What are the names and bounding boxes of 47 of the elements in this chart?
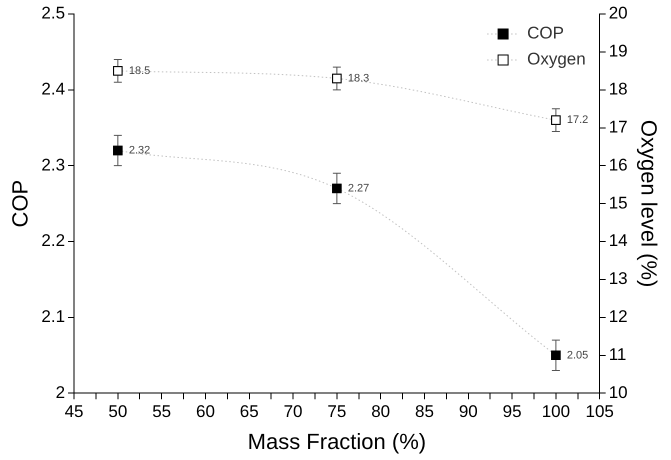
y2-axis-title: Oxygen level (%) — [636, 120, 662, 288]
x-tick-label: 85 — [415, 402, 434, 422]
y-tick-label: 2 — [56, 382, 66, 402]
y-tick-label: 2.4 — [41, 80, 66, 99]
x-axis-title: Mass Fraction (%) — [248, 428, 426, 454]
y-tick-label: 2.2 — [41, 231, 66, 250]
data-label: 2.05 — [566, 349, 588, 362]
y2-tick-label: 15 — [608, 193, 628, 212]
x-tick-label: 105 — [586, 402, 614, 422]
x-tick-label: 65 — [240, 402, 259, 422]
y2-tick-label: 13 — [608, 269, 628, 288]
x-tick-label: 70 — [284, 402, 303, 422]
y-tick-label: 2.1 — [41, 307, 66, 326]
y-tick-label: 2.5 — [41, 4, 66, 23]
x-tick-label: 45 — [64, 402, 84, 422]
x-tick-label: 50 — [108, 402, 128, 422]
point — [551, 115, 561, 125]
point — [332, 184, 342, 194]
x-tick-label: 60 — [196, 402, 215, 422]
data-label: 18.5 — [128, 64, 150, 77]
y2-tick-label: 20 — [608, 4, 628, 23]
x-tick-label: 100 — [542, 402, 570, 422]
x-tick-label: 95 — [502, 402, 522, 422]
y-tick-label: 2.3 — [41, 155, 66, 174]
x-tick-label: 55 — [152, 402, 172, 422]
y2-tick-label: 11 — [608, 344, 626, 364]
point — [113, 146, 123, 156]
y2-tick-label: 14 — [608, 231, 628, 250]
data-label: 2.27 — [348, 182, 370, 194]
x-tick-label: 90 — [458, 402, 478, 422]
y-axis-title: COP — [7, 180, 32, 228]
data-label: 17.2 — [566, 114, 588, 126]
y2-tick-label: 17 — [608, 117, 628, 136]
y2-tick-label: 19 — [608, 42, 628, 61]
data-label: 2.32 — [128, 144, 150, 157]
point — [332, 74, 342, 84]
y2-tick-label: 16 — [608, 155, 628, 174]
point — [551, 350, 561, 360]
x-tick-label: 75 — [327, 402, 346, 422]
legend-label: COP — [527, 24, 564, 43]
data-label: 18.3 — [348, 72, 370, 84]
legend-label: Oxygen — [527, 50, 586, 69]
y2-tick-label: 10 — [608, 382, 628, 402]
y2-tick-label: 18 — [608, 80, 628, 99]
point — [113, 66, 123, 76]
y2-tick-label: 12 — [608, 307, 628, 326]
x-tick-label: 80 — [371, 402, 390, 422]
